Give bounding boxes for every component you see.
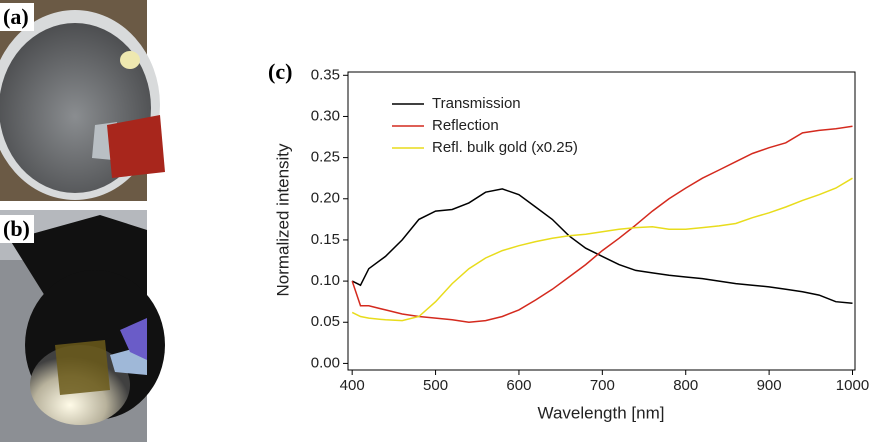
x-tick-label: 1000 xyxy=(836,377,869,394)
plot-frame xyxy=(347,71,856,371)
y-tick-label: 0.25 xyxy=(311,149,340,166)
legend-label: Transmission xyxy=(432,95,521,112)
y-tick-label: 0.35 xyxy=(311,66,340,83)
panel-label: (c) xyxy=(268,59,292,84)
y-tick-label: 0.15 xyxy=(311,231,340,248)
y-axis-label: Normalized intensity xyxy=(273,143,292,297)
photo-b xyxy=(0,210,165,442)
x-axis-label: Wavelength [nm] xyxy=(538,403,665,422)
legend-label: Refl. bulk gold (x0.25) xyxy=(432,139,578,156)
y-tick-label: 0.05 xyxy=(311,313,340,330)
photo-a xyxy=(0,0,165,201)
y-tick-label: 0.00 xyxy=(311,354,340,371)
x-tick-label: 900 xyxy=(757,377,782,394)
x-tick-label: 500 xyxy=(423,377,448,394)
legend-label: Reflection xyxy=(432,117,499,134)
data-line xyxy=(351,125,853,324)
x-tick-label: 400 xyxy=(340,377,365,394)
panel-label: (a) xyxy=(3,4,29,29)
x-tick-label: 800 xyxy=(673,377,698,394)
x-tick-label: 600 xyxy=(506,377,531,394)
data-line xyxy=(351,188,853,305)
y-tick-label: 0.20 xyxy=(311,190,340,207)
y-tick-label: 0.30 xyxy=(311,107,340,124)
x-tick-label: 700 xyxy=(590,377,615,394)
y-tick-label: 0.10 xyxy=(311,272,340,289)
panel-label: (b) xyxy=(3,216,30,241)
data-line xyxy=(351,177,853,322)
